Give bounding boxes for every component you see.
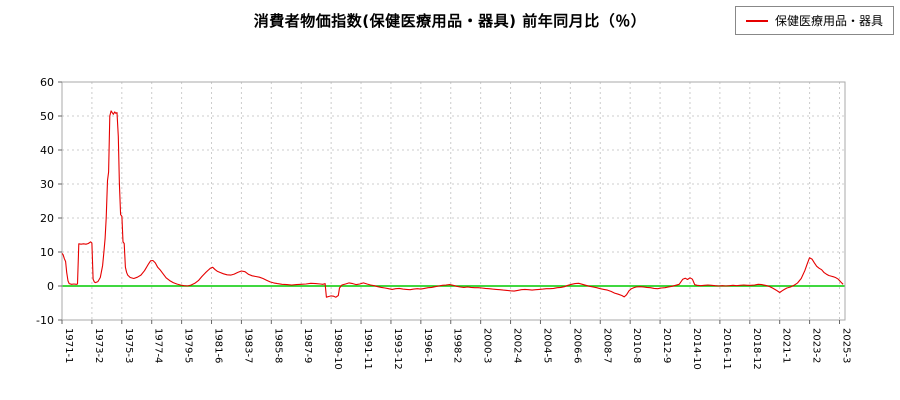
- x-tick-label: 1975-3: [123, 328, 134, 363]
- y-tick-label: 0: [47, 280, 54, 293]
- x-tick-label: 1973-2: [93, 328, 104, 363]
- y-tick-label: -10: [36, 314, 54, 327]
- plot-border: [61, 81, 846, 321]
- x-tick-label: 1996-1: [422, 328, 433, 363]
- x-tick-label: 1989-10: [332, 328, 343, 370]
- x-tick-label: 1981-6: [213, 328, 224, 363]
- legend-line-swatch-icon: [745, 19, 768, 22]
- y-tick-label: 50: [40, 110, 54, 123]
- legend-label: 保健医療用品・器具: [774, 14, 883, 28]
- x-tick-label: 2006-6: [571, 328, 582, 363]
- x-tick-label: 2014-10: [691, 328, 702, 370]
- x-tick-label: 1991-11: [362, 328, 373, 370]
- x-tick-label: 2002-4: [512, 328, 523, 363]
- series-line: [61, 110, 844, 298]
- y-tick-label: 30: [40, 178, 54, 191]
- x-tick-label: 2010-8: [631, 328, 642, 363]
- y-tick-label: 60: [40, 76, 54, 89]
- x-tick-label: 1998-2: [452, 328, 463, 363]
- x-tick-label: 1983-7: [242, 328, 253, 363]
- x-tick-label: 2004-5: [541, 328, 552, 363]
- x-tick-label: 2012-9: [661, 328, 672, 363]
- x-tick-label: 2018-12: [751, 328, 762, 370]
- x-tick-label: 2025-3: [841, 328, 852, 363]
- plot-area: [62, 82, 845, 320]
- legend: 保健医療用品・器具: [734, 6, 894, 35]
- x-tick-label: 1985-8: [272, 328, 283, 363]
- y-tick-label: 40: [40, 144, 54, 157]
- x-tick-label: 1987-9: [302, 328, 313, 363]
- x-tick-label: 2021-1: [781, 328, 792, 363]
- x-tick-label: 1977-4: [153, 328, 164, 363]
- x-tick-label: 2023-2: [811, 328, 822, 363]
- x-tick-label: 2016-11: [721, 328, 732, 370]
- x-tick-label: 1993-12: [392, 328, 403, 370]
- x-tick-label: 1979-5: [183, 328, 194, 363]
- x-tick-label: 1971-1: [63, 328, 74, 363]
- x-tick-label: 2000-3: [482, 328, 493, 363]
- y-tick-label: 10: [40, 246, 54, 259]
- y-tick-label: 20: [40, 212, 54, 225]
- page-title: 消費者物価指数(保健医療用品・器具) 前年同月比（％）: [253, 12, 647, 30]
- x-tick-label: 2008-7: [601, 328, 612, 363]
